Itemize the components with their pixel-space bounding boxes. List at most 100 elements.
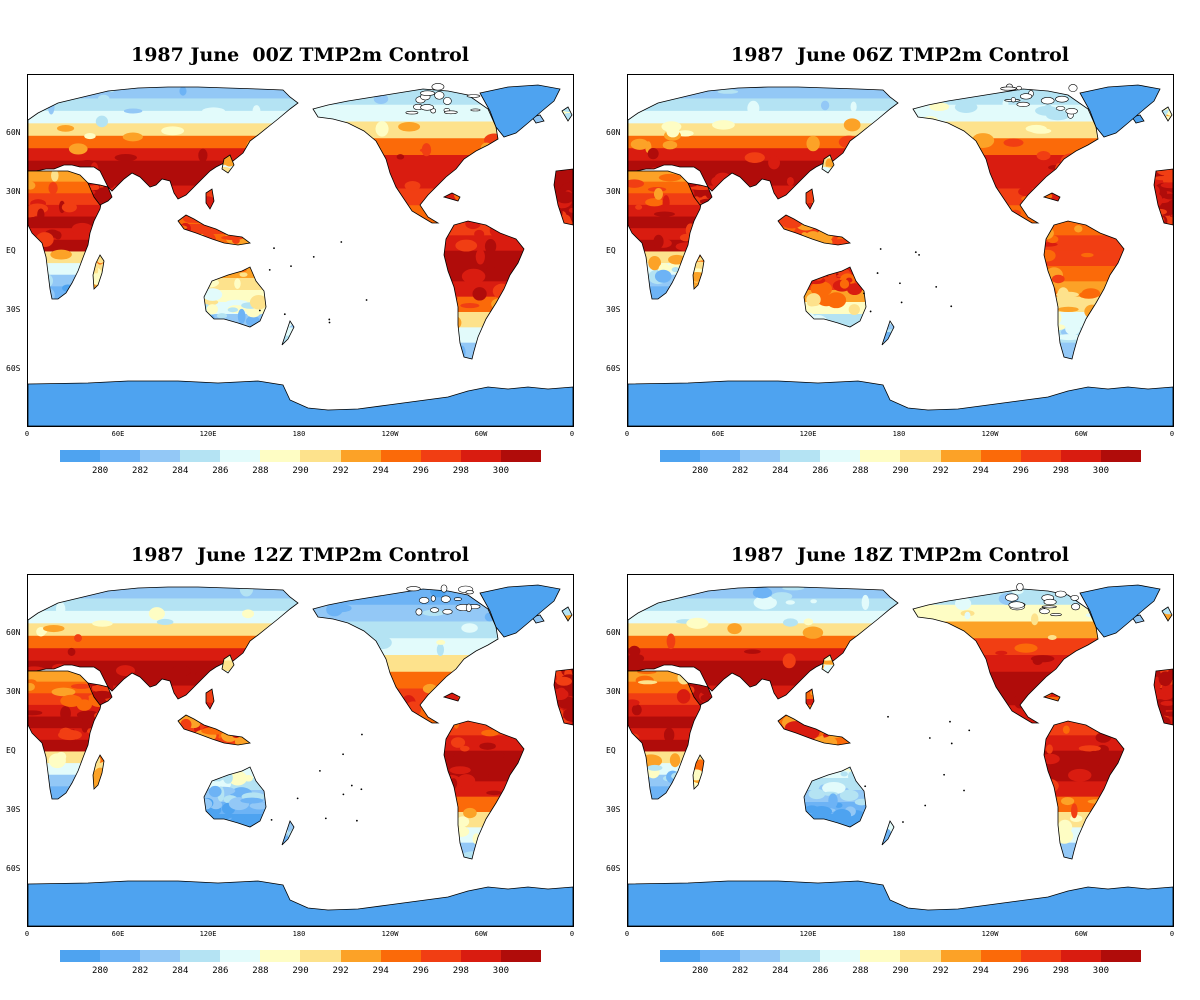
lon-label-60w: 60W <box>1074 930 1088 938</box>
arctic-island <box>1016 582 1024 592</box>
colorbar-swatch <box>60 450 101 462</box>
map-frame <box>27 74 574 427</box>
lon-label-120w: 120W <box>981 430 999 438</box>
lat-label-60n: 60N <box>6 128 21 137</box>
panel-title: 1987 June 06Z TMP2m Control <box>730 44 1070 66</box>
colorbar-label: 296 <box>1012 966 1029 976</box>
continent-africa-wrap <box>1154 169 1173 225</box>
lat-label-60s: 60S <box>6 864 21 873</box>
arctic-island <box>1039 608 1050 615</box>
temperature-map <box>28 83 573 426</box>
island-new-zealand <box>882 821 894 845</box>
pacific-island <box>918 254 920 256</box>
colorbar-label: 282 <box>132 466 149 476</box>
lat-label-30s: 30S <box>606 805 621 814</box>
colorbar-label: 294 <box>972 966 989 976</box>
lon-label-60w: 60W <box>474 930 488 938</box>
pacific-island <box>879 248 882 250</box>
lat-label-eq: EQ <box>606 246 616 255</box>
lat-label-60n: 60N <box>606 628 621 637</box>
arctic-island <box>420 104 434 111</box>
continent-greenland <box>1079 584 1161 638</box>
lon-label-0: 0 <box>24 930 30 938</box>
colorbar-label: 294 <box>372 466 389 476</box>
lat-label-30s: 30S <box>6 805 21 814</box>
pacific-island <box>863 292 865 295</box>
island-philippines <box>206 689 214 709</box>
arctic-island <box>1019 93 1033 100</box>
map-panel-00z: 1987 June 00Z TMP2m Control 60N 30N EQ 3… <box>0 0 600 500</box>
colorbar-swatch <box>100 450 141 462</box>
arctic-island <box>1016 85 1022 91</box>
pacific-island <box>963 789 965 792</box>
colorbar-swatch <box>300 950 341 962</box>
pacific-island <box>328 318 331 321</box>
colorbar-swatch <box>60 950 101 962</box>
arctic-island <box>440 584 448 593</box>
temperature-map <box>628 83 1173 426</box>
lat-label-60n: 60N <box>6 628 21 637</box>
arctic-island <box>1050 613 1062 617</box>
colorbar-swatch <box>820 450 861 462</box>
arctic-island <box>1008 601 1025 609</box>
lon-label-60w: 60W <box>1074 430 1088 438</box>
arctic-island <box>1071 603 1081 611</box>
arctic-island <box>415 608 423 616</box>
colorbar-label: 286 <box>212 966 229 976</box>
colorbar-label: 292 <box>332 466 349 476</box>
colorbar-swatch <box>700 950 741 962</box>
colorbar-swatch <box>1060 450 1101 462</box>
arctic-island <box>430 595 436 602</box>
arctic-island <box>1040 97 1055 105</box>
island-caribbean <box>1044 693 1060 701</box>
colorbar-label: 280 <box>91 466 109 476</box>
temperature-map <box>628 582 1173 926</box>
colorbar-label: 288 <box>852 966 869 976</box>
pacific-island <box>356 819 358 822</box>
lon-label-120w: 120W <box>981 930 999 938</box>
pacific-island <box>360 788 363 791</box>
map-panel-06z: 1987 June 06Z TMP2m Control 60N 30N EQ 3… <box>600 0 1200 500</box>
island-britain <box>562 607 572 621</box>
pacific-island <box>935 285 938 288</box>
colorbar-swatch <box>980 450 1021 462</box>
island-britain <box>1162 607 1172 621</box>
map-frame <box>27 574 574 927</box>
arctic-island <box>1068 84 1078 92</box>
pacific-island <box>350 784 353 787</box>
colorbar-swatch <box>420 950 461 962</box>
lat-label-60s: 60S <box>606 364 621 373</box>
colorbar <box>660 450 1141 462</box>
colorbar-label: 294 <box>372 966 389 976</box>
lat-label-30n: 30N <box>6 687 21 696</box>
pacific-island <box>950 742 953 745</box>
pacific-island <box>365 299 368 301</box>
colorbar-swatch <box>380 450 421 462</box>
lon-label-0: 0 <box>624 930 630 938</box>
continent-north-america <box>913 589 1098 723</box>
lon-label-60e: 60E <box>111 430 125 438</box>
continent-greenland <box>479 584 561 638</box>
colorbar-label: 280 <box>691 466 709 476</box>
colorbar-swatch <box>940 950 981 962</box>
colorbar-label: 282 <box>132 966 149 976</box>
arctic-island <box>1041 605 1057 609</box>
island-britain <box>1162 107 1172 121</box>
lon-label-60e: 60E <box>711 430 725 438</box>
colorbar-swatch <box>660 450 701 462</box>
continent-antarctica <box>28 880 573 926</box>
panel-title: 1987 June 12Z TMP2m Control <box>130 544 470 566</box>
map-panel-12z: 1987 June 12Z TMP2m Control 60N 30N EQ 3… <box>0 500 600 1000</box>
colorbar-label: 292 <box>932 466 949 476</box>
pacific-island <box>296 797 299 800</box>
continent-africa-wrap <box>554 169 573 225</box>
arctic-island <box>465 603 472 613</box>
island-madagascar <box>693 755 704 789</box>
pacific-island <box>968 729 971 732</box>
colorbar-label: 294 <box>972 466 989 476</box>
pacific-island <box>950 305 953 308</box>
pacific-island <box>319 770 321 772</box>
pacific-island <box>270 818 273 821</box>
island-madagascar <box>93 255 104 289</box>
lon-label-180: 180 <box>292 930 306 938</box>
